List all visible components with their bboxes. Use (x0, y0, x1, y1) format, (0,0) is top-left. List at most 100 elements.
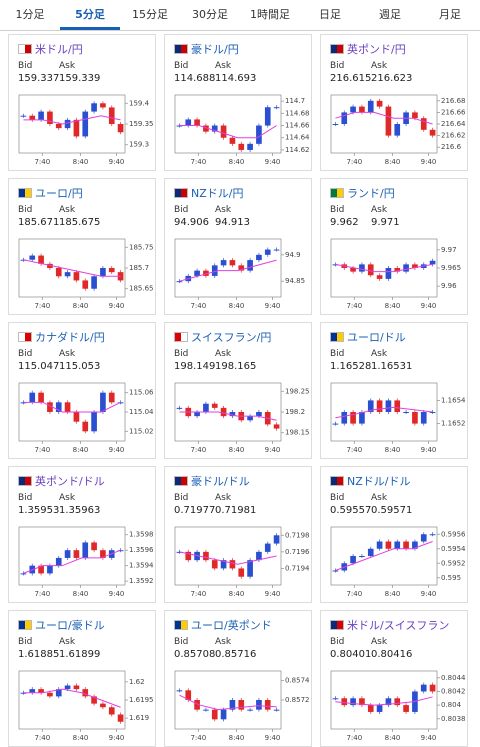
moving-average (179, 259, 277, 282)
flag-icon (330, 44, 344, 54)
candle (247, 416, 253, 421)
x-tick-label: 9:40 (265, 302, 281, 310)
pair-name[interactable]: スイスフラン/円 (191, 331, 272, 344)
pair-name[interactable]: ユーロ/英ポンド (191, 619, 272, 632)
y-tick-label: 0.8574 (285, 677, 310, 685)
candle (47, 402, 53, 412)
candle (350, 698, 356, 706)
pair-name[interactable]: ユーロ/豪ドル (35, 619, 105, 632)
candle (100, 103, 106, 108)
rate-card: ユーロ/英ポンド Bid Ask 0.85708 0.85716 0.8574 0.8572… (164, 610, 312, 747)
pair-name[interactable]: ユーロ/円 (35, 187, 83, 200)
ask-label: Ask (371, 349, 388, 359)
tab[interactable]: 日足 (319, 8, 341, 21)
candle (403, 705, 409, 712)
candle (367, 400, 374, 412)
ask-value: 9.971 (371, 217, 400, 228)
tab[interactable]: 30分足 (192, 8, 228, 21)
rate-card: NZドル/ドル Bid Ask 0.59557 0.59571 0.5956 0.5954 0… (320, 466, 468, 603)
plot-frame (18, 670, 126, 730)
x-tick-label: 8:40 (385, 734, 401, 742)
plot-frame (330, 382, 438, 442)
candle (55, 557, 62, 566)
candle (100, 392, 106, 412)
tab[interactable]: 15分足 (132, 8, 168, 21)
candle (38, 565, 44, 574)
candle (185, 690, 192, 700)
y-tick-label: 216.66 (441, 108, 466, 116)
y-tick-label: 1.3598 (129, 531, 154, 539)
candle (429, 129, 436, 136)
x-tick-label: 7:40 (190, 158, 206, 166)
y-tick-label: 9.97 (441, 246, 457, 254)
moving-average (179, 125, 277, 139)
bid-value: 0.59557 (330, 505, 372, 516)
candle (273, 249, 280, 251)
x-tick-label: 7:40 (190, 734, 206, 742)
x-tick-label: 9:40 (421, 158, 437, 166)
candle (350, 556, 356, 564)
tab[interactable]: 5分足 (60, 0, 120, 30)
ask-label: Ask (215, 493, 232, 503)
ask-value: 1.16531 (371, 361, 413, 372)
y-tick-label: 0.804 (441, 701, 462, 709)
candle (385, 698, 392, 706)
candle (256, 125, 262, 144)
candle (108, 707, 115, 715)
pair-name[interactable]: NZドル/円 (191, 187, 244, 200)
pair-name[interactable]: 米ドル/円 (35, 43, 83, 56)
mini-chart: 94.9 94.85 7:40 8:40 9:40 (174, 238, 305, 310)
candle (229, 137, 236, 144)
tab[interactable]: 月足 (439, 8, 461, 21)
pair-name[interactable]: ランド/円 (347, 187, 395, 200)
candle (211, 125, 218, 132)
x-tick-label: 9:40 (421, 302, 437, 310)
y-tick-label: 0.8042 (441, 687, 466, 695)
pair-name[interactable]: ユーロ/ドル (347, 331, 406, 344)
candle (82, 111, 89, 137)
tab[interactable]: 1時間足 (250, 8, 290, 21)
bid-value: 1.35953 (18, 505, 60, 516)
y-tick-label: 216.6 (441, 143, 462, 151)
bid-label: Bid (330, 493, 345, 503)
candle (273, 535, 280, 544)
x-tick-label: 8:40 (385, 302, 401, 310)
rate-card: ユーロ/円 Bid Ask 185.671 185.675 185.75 185.7 185.… (8, 178, 156, 315)
candle (176, 125, 183, 127)
flag-icon (18, 620, 32, 630)
candle (91, 412, 97, 432)
candle (429, 534, 436, 536)
tab[interactable]: 週足 (379, 8, 401, 21)
flag-icon (18, 44, 32, 54)
pair-name[interactable]: NZドル/ドル (347, 475, 411, 488)
candle (220, 125, 227, 138)
y-tick-label: 1.6195 (129, 696, 154, 704)
pair-name[interactable]: 豪ドル/ドル (191, 475, 250, 488)
x-tick-label: 8:40 (385, 590, 401, 598)
y-tick-label: 1.619 (129, 714, 149, 722)
candle (229, 260, 236, 266)
tab[interactable]: 1分足 (15, 8, 45, 21)
ask-value: 0.80416 (371, 649, 413, 660)
flag-icon (174, 620, 188, 630)
pair-name[interactable]: カナダドル/円 (35, 331, 105, 344)
y-tick-label: 185.65 (129, 285, 154, 293)
pair-name[interactable]: 英ポンド/円 (347, 43, 406, 56)
candle (247, 143, 253, 150)
pair-name[interactable]: 英ポンド/ドル (35, 475, 105, 488)
candle (91, 542, 97, 551)
mini-chart: 0.5956 0.5954 0.5952 0.595 7:40 8:40 9:40 (330, 526, 466, 598)
bid-label: Bid (174, 637, 189, 647)
y-tick-label: 9.965 (441, 264, 461, 272)
candle (238, 265, 245, 271)
moving-average (335, 263, 433, 273)
candle (203, 551, 209, 561)
candle (38, 392, 44, 403)
x-tick-label: 9:40 (109, 590, 125, 598)
x-tick-label: 9:40 (421, 590, 437, 598)
candle (73, 550, 80, 558)
pair-name[interactable]: 米ドル/スイスフラン (347, 619, 450, 632)
ask-label: Ask (371, 61, 388, 71)
ask-value: 216.623 (371, 73, 413, 84)
pair-name[interactable]: 豪ドル/円 (191, 43, 239, 56)
